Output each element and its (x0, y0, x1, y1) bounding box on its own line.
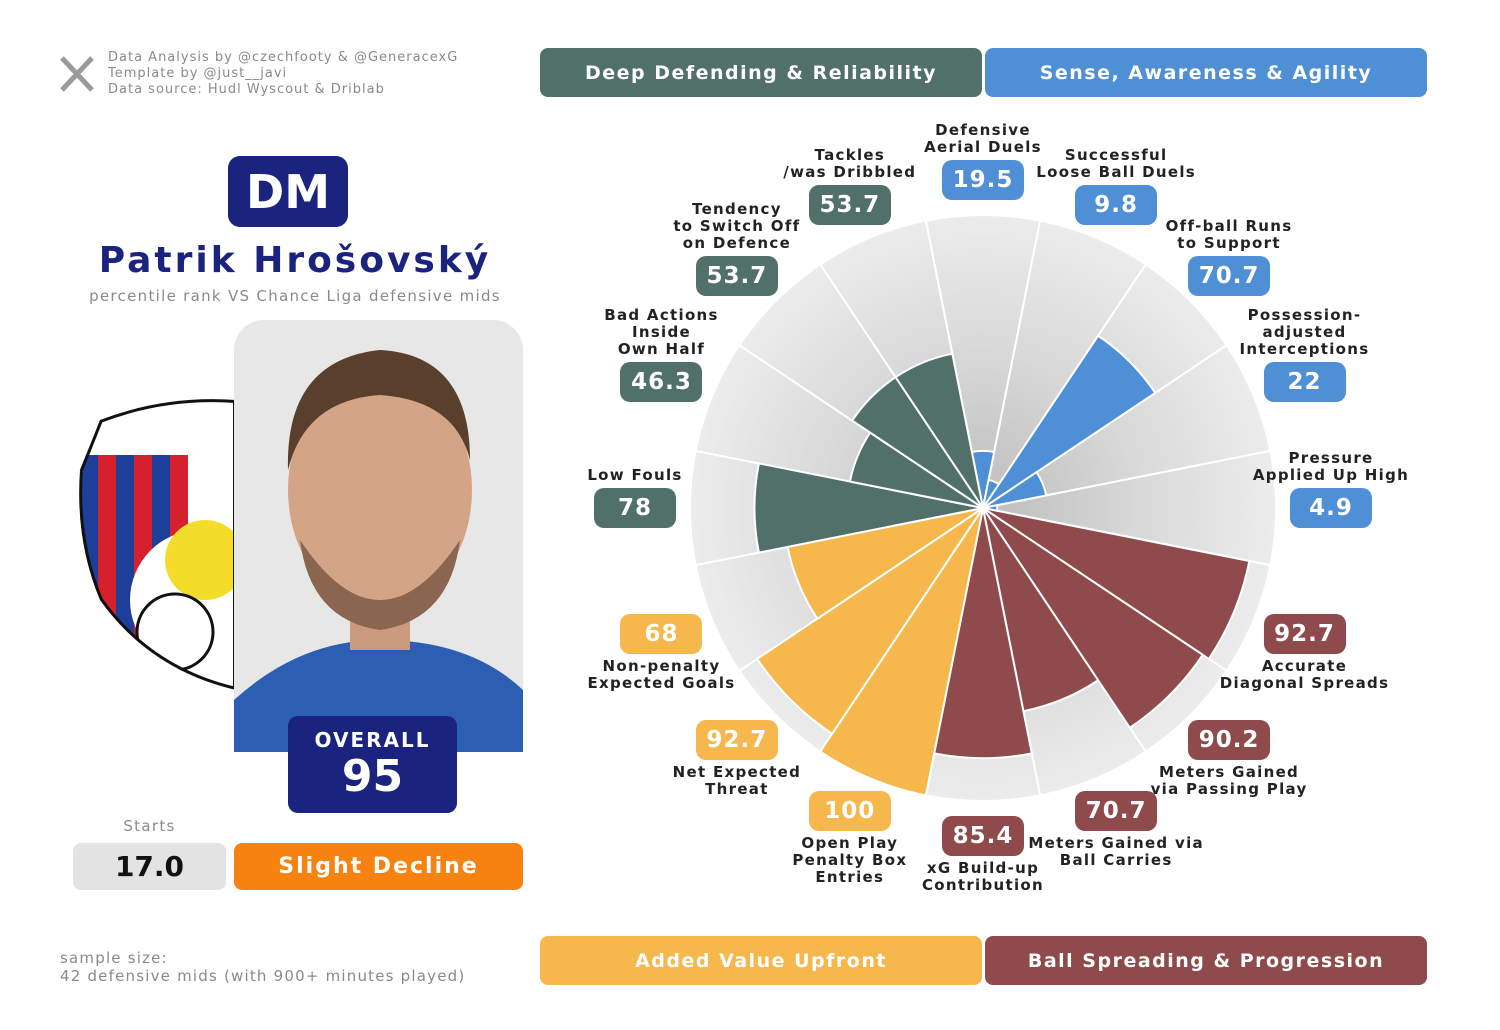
category-label: Non-penalty Expected Goals (587, 656, 736, 692)
starts-label: Starts (123, 817, 176, 835)
category-label: Low Fouls (587, 466, 683, 484)
value-label: 53.7 (808, 184, 891, 225)
slice (982, 334, 1157, 509)
position-badge: DM (228, 156, 348, 227)
starts-value: 17.0 (73, 843, 226, 890)
category-label: Defensive Aerial Duels (924, 121, 1042, 156)
category-label: Tendency to Switch Off on Defence (673, 200, 801, 253)
category-label: Off-ball Runs to Support (1165, 217, 1293, 253)
group-header: Sense, Awareness & Agility (985, 48, 1427, 97)
player-name: Patrik Hrošovský (98, 240, 492, 281)
value-label: 53.7 (695, 256, 778, 297)
category-label: Successful Loose Ball Duels (1036, 145, 1197, 181)
group-header: Added Value Upfront (540, 936, 982, 985)
overall-value: 95 (341, 751, 404, 802)
category-label: Open Play Penalty Box Entries (792, 834, 908, 887)
category-label: Tackles /was Dribbled (783, 145, 917, 181)
group-header: Ball Spreading & Progression (985, 936, 1427, 985)
sample-size: sample size: (60, 949, 168, 967)
value-label: 70.7 (1075, 791, 1158, 832)
category-label: Pressure Applied Up High (1252, 449, 1410, 484)
slice (982, 470, 1048, 509)
credit: Data Analysis by @czechfooty & @Generace… (108, 50, 459, 65)
background-slice (982, 343, 1272, 509)
background-slice (982, 449, 1277, 567)
value-label: 68 (620, 613, 703, 654)
category-label: Net Expected Threat (672, 762, 802, 798)
category-label: Bad Actions Inside Own Half (604, 306, 719, 359)
x-logo (60, 56, 94, 92)
credit: Data source: Hudl Wyscout & Driblab (108, 82, 385, 97)
sample-size: 42 defensive mids (with 900+ minutes pla… (60, 967, 466, 985)
value-label: 4.9 (1290, 488, 1372, 528)
value-label: 92.7 (1263, 613, 1346, 654)
background-slice (924, 214, 1042, 509)
slice (894, 352, 984, 509)
slice (982, 507, 1205, 730)
group-header: Deep Defending & Reliability (540, 48, 982, 97)
overall-box: OVERALL 95 (288, 716, 457, 813)
value-label: 46.3 (620, 362, 703, 403)
value-label: 100 (808, 791, 891, 832)
overall-label: OVERALL (314, 728, 431, 752)
category-label: Meters Gained via Ball Carries (1028, 834, 1204, 870)
background-slice (982, 219, 1148, 509)
category-label: Possession-adjusted Interceptions (1239, 306, 1370, 359)
value-label: 90.2 (1188, 719, 1271, 760)
value-label: 19.5 (942, 160, 1024, 200)
slice (753, 462, 984, 554)
category-label: Meters Gained via Passing Play (1150, 762, 1308, 798)
subtitle: percentile rank VS Chance Liga defensive… (89, 287, 501, 305)
value-label: 78 (594, 488, 676, 528)
value-label: 92.7 (695, 719, 778, 760)
slice (982, 507, 1251, 661)
category-label: xG Build-up Contribution (921, 859, 1045, 894)
credit: Template by @just__javi (108, 66, 288, 81)
value-label: 70.7 (1188, 256, 1271, 297)
trend-badge: Slight Decline (234, 843, 523, 890)
value-label: 85.4 (942, 816, 1024, 856)
value-label: 22 (1263, 362, 1346, 403)
value-label: 9.8 (1075, 184, 1158, 225)
category-label: Accurate Diagonal Spreads (1219, 656, 1390, 692)
slice (818, 507, 984, 797)
slice (755, 507, 984, 736)
